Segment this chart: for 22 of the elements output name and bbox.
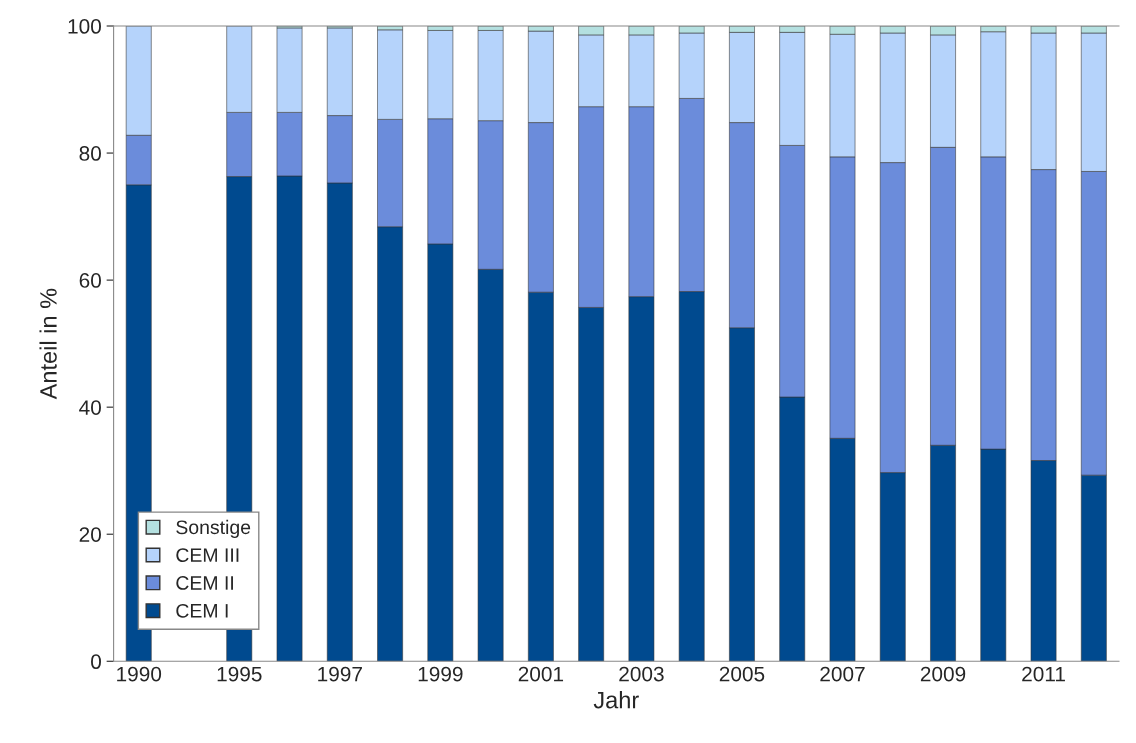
- y-tick-label: 60: [79, 273, 101, 288]
- x-tick-label: 2009: [920, 666, 966, 682]
- y-tick-label: 0: [91, 654, 101, 670]
- x-tick-label: 1990: [117, 666, 162, 682]
- y-tick-label: 80: [79, 146, 101, 161]
- x-tick-label: 2003: [619, 666, 664, 682]
- legend-label: Sonstige: [176, 519, 251, 538]
- x-tick-label: 1997: [318, 666, 362, 682]
- legend-label: CEM II: [176, 576, 233, 590]
- x-tick-label: 2005: [719, 666, 765, 682]
- x-tick-label: 1995: [217, 666, 262, 682]
- legend-label: CEM I: [176, 603, 228, 618]
- legend-label: CEM III: [176, 548, 239, 562]
- y-tick-label: 40: [79, 400, 101, 415]
- x-tick-label: 1999: [418, 666, 463, 682]
- x-tick-label: 2011: [1022, 666, 1065, 682]
- y-tick-label: 20: [79, 527, 101, 542]
- y-tick-label: 100: [68, 19, 101, 34]
- x-tick-label: 2007: [820, 666, 865, 682]
- x-axis-title: Jahr: [593, 691, 639, 709]
- y-axis-title: Anteil in %: [39, 288, 57, 400]
- x-tick-label: 2001: [518, 666, 564, 682]
